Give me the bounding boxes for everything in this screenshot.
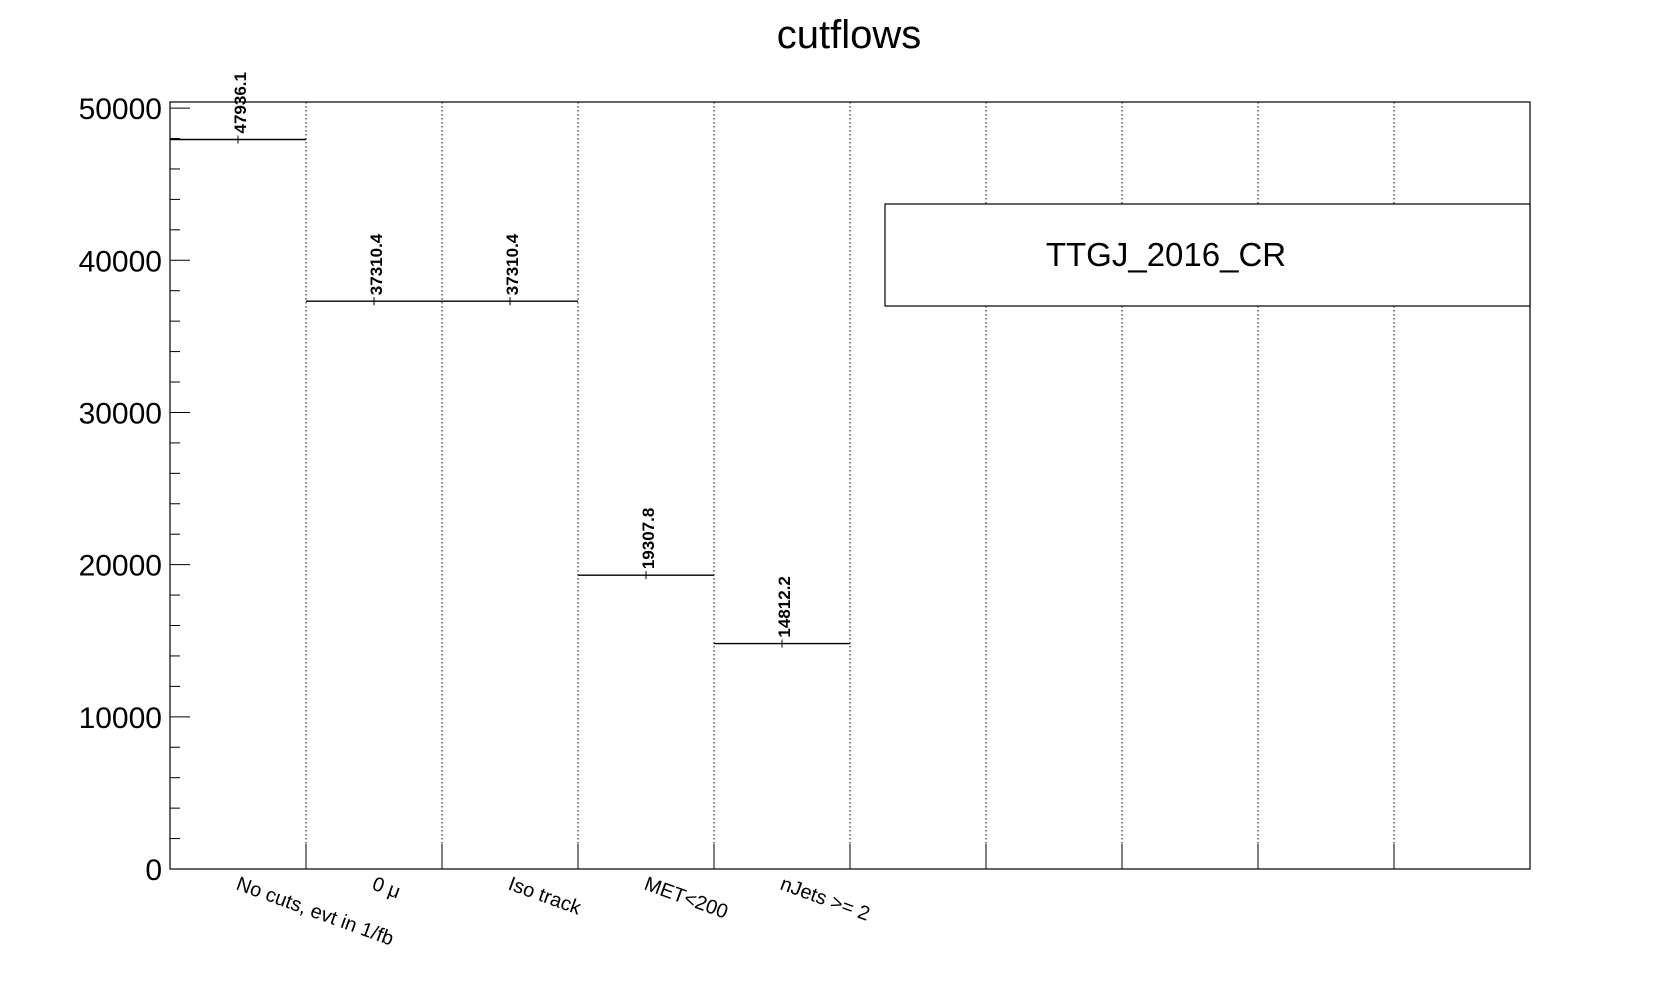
legend-entry: TTGJ_2016_CR (1046, 236, 1286, 273)
y-tick-label: 10000 (79, 702, 162, 735)
value-labels: 47936.1 37310.4 37310.4 19307.8 14812.2 (231, 72, 794, 638)
legend-frame (884, 203, 1531, 307)
legend-box: TTGJ_2016_CR (884, 203, 1531, 307)
x-tick-label: MET<200 (641, 873, 731, 924)
x-axis: No cuts, evt in 1/fb0 μ Iso track MET<200 n… (233, 844, 1395, 950)
histogram-bars (170, 135, 850, 648)
y-tick-label: 20000 (79, 550, 162, 583)
value-label: 37310.4 (367, 233, 386, 295)
y-tick-label: 30000 (79, 397, 162, 430)
plot-frame (169, 101, 1531, 870)
value-label: 19307.8 (639, 508, 658, 569)
value-label: 47936.1 (231, 72, 250, 133)
y-tick-label: 50000 (79, 93, 162, 126)
value-label: 14812.2 (775, 576, 794, 637)
y-tick-label: 40000 (79, 245, 162, 278)
y-tick-label: 0 (145, 854, 162, 887)
x-tick-label: Iso track (505, 873, 584, 920)
value-label: 37310.4 (503, 233, 522, 295)
x-tick-label: nJets >= 2 (777, 873, 872, 926)
x-tick-label: 0 μ (369, 873, 403, 903)
y-axis: 0 10000 20000 30000 40000 50000 (79, 93, 190, 887)
chart-title: cutflows (777, 13, 922, 57)
